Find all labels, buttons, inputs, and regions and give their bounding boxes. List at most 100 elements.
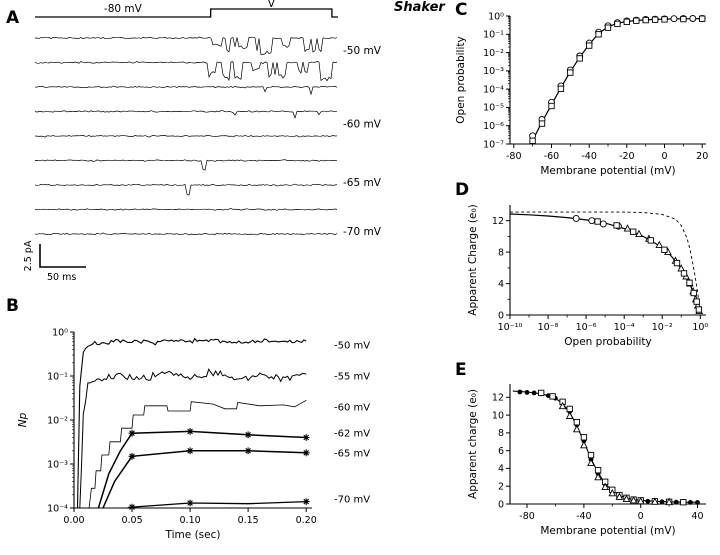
square-marker <box>567 69 574 76</box>
triangle-marker <box>558 401 567 410</box>
triangle-marker <box>655 240 664 249</box>
single-channel-trace-2 <box>34 61 338 82</box>
y-axis-title: Open probability <box>455 36 467 123</box>
panel-d-charge-vs-popen-chart: 10⁻¹⁰ 10⁻⁸ 10⁻⁶ 10⁻⁴ 10⁻² 10⁰ 0 4 8 12 Open probab… <box>467 204 708 348</box>
trace-voltage-label: -50 mV <box>343 45 382 57</box>
y-tick-label: 4 <box>498 464 504 475</box>
triangle-marker <box>587 458 595 467</box>
square-marker <box>695 306 703 313</box>
series-open-triangles <box>558 401 673 506</box>
panel-label-e: E <box>455 360 467 380</box>
triangle-marker <box>615 492 624 500</box>
asterisk-marker <box>128 503 136 511</box>
trace-voltage-label: -60 mV <box>343 118 382 130</box>
series-fit <box>530 18 703 145</box>
y-tick-label: 10⁻⁴ <box>47 503 68 514</box>
square-marker <box>690 289 697 297</box>
dashed-fit-line <box>510 211 701 314</box>
triangle-marker <box>565 411 574 419</box>
triangle-marker <box>623 224 632 232</box>
square-marker <box>604 24 612 31</box>
square-marker <box>623 18 630 25</box>
y-tick-label: 12 <box>492 393 504 404</box>
panel-b-np-vs-time-chart: 0.00 0.05 0.10 0.15 0.20 10⁰ 10⁻¹ 10⁻² 10⁻³ 10⁻⁴ T… <box>17 327 370 541</box>
y-axis-title: Apparent charge (e₀) <box>467 389 479 499</box>
single-channel-trace-8 <box>34 208 338 211</box>
x-tick-label: 0.05 <box>121 515 142 526</box>
fit-line <box>88 399 307 509</box>
fit-line <box>79 368 307 509</box>
y-tick-label: 10⁻¹ <box>483 30 504 41</box>
y-tick-label: 10⁻⁴ <box>483 84 504 95</box>
single-channel-trace-3 <box>34 85 338 96</box>
square-marker <box>538 389 545 397</box>
panel-e-charge-vs-voltage-chart: -80 -40 0 40 0 2 4 6 8 10 12 Membrane potential (mV… <box>467 384 706 537</box>
series-open-circles <box>529 14 706 140</box>
triangle-marker <box>636 496 645 505</box>
filled-circle-marker <box>688 500 693 505</box>
square-marker <box>566 405 573 413</box>
scale-bar-lines <box>39 244 86 268</box>
square-marker <box>673 259 681 267</box>
x-tick-label: 10⁻² <box>652 322 673 333</box>
scale-bar: 2.5 pA 50 ms <box>23 240 86 283</box>
asterisk-marker <box>128 452 136 460</box>
triangle-marker <box>665 497 673 506</box>
square-marker <box>594 218 601 225</box>
filled-circle-marker <box>695 500 700 505</box>
y-tick-label: 0 <box>498 310 504 321</box>
voltage-protocol: -80 mV V <box>35 0 338 18</box>
y-tick-label: 10⁻⁵ <box>483 103 504 114</box>
y-tick-label: 2 <box>498 482 504 493</box>
triangle-marker <box>594 472 602 481</box>
y-tick-label: 8 <box>498 247 504 258</box>
x-tick-label: 0.20 <box>296 515 317 526</box>
single-channel-trace-6 <box>34 159 338 171</box>
series-open-squares <box>529 15 706 144</box>
protocol-holding-label: -80 mV <box>104 3 143 15</box>
fit-line <box>530 18 703 145</box>
asterisk-marker <box>186 499 194 507</box>
y-tick-label: 10⁻³ <box>483 66 504 77</box>
curve-label: -60 mV <box>334 402 370 413</box>
square-marker <box>529 137 536 144</box>
y-tick-label: 0 <box>498 499 504 510</box>
square-marker <box>549 393 556 400</box>
x-tick-label: -60 <box>544 151 560 162</box>
series-dashed-curve <box>510 211 701 314</box>
square-marker <box>613 222 620 229</box>
x-tick-label: 0.15 <box>238 515 259 526</box>
asterisk-marker <box>302 498 310 505</box>
y-tick-label: 10⁰ <box>488 11 504 22</box>
curve-label: -55 mV <box>334 372 370 383</box>
triangle-marker <box>635 229 643 238</box>
x-tick-label: 10⁻⁸ <box>538 322 559 333</box>
series-open-squares <box>594 218 703 313</box>
filled-circle-marker <box>645 498 651 504</box>
x-tick-label: 10⁻¹⁰ <box>498 322 523 333</box>
circle-marker <box>599 220 607 228</box>
square-marker <box>633 17 640 24</box>
square-marker <box>680 270 688 277</box>
single-channel-trace-1 <box>34 36 338 56</box>
filled-circle-marker <box>517 389 523 395</box>
y-tick-label: 10⁻² <box>483 48 504 59</box>
x-tick-label: 10⁻⁶ <box>576 322 597 333</box>
y-tick-label: 8 <box>498 428 504 439</box>
circle-marker <box>572 214 580 222</box>
series--70-mv <box>127 498 310 511</box>
series--60-mv <box>88 399 307 509</box>
asterisk-marker <box>302 449 310 457</box>
circle-marker <box>588 217 596 225</box>
single-channel-trace-4 <box>34 110 338 120</box>
trace-voltage-label: -70 mV <box>343 226 382 238</box>
y-tick-label: 4 <box>498 279 504 290</box>
time-scale-label: 50 ms <box>47 272 76 283</box>
triangle-marker <box>651 497 659 505</box>
x-tick-label: -40 <box>576 511 592 522</box>
y-tick-label: 10⁻⁶ <box>483 121 504 132</box>
asterisk-marker <box>128 429 136 437</box>
triangle-marker <box>601 482 610 491</box>
x-axis-title: Membrane potential (mV) <box>540 165 675 177</box>
y-tick-label: 10⁰ <box>52 327 68 338</box>
